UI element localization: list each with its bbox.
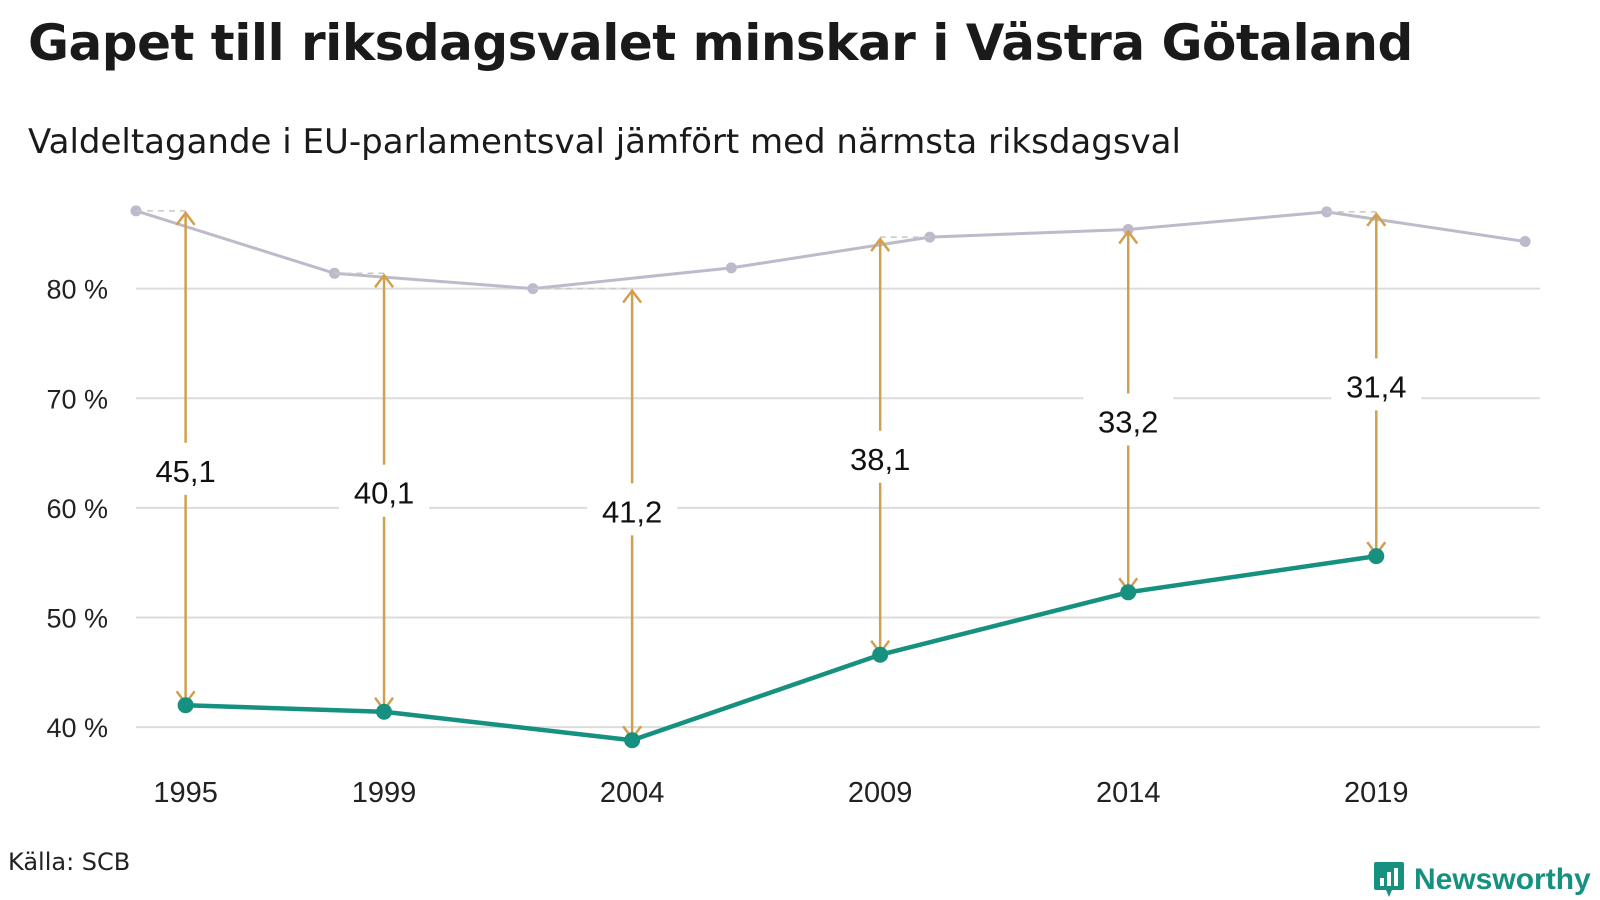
logo-icon xyxy=(1374,862,1404,897)
gap-arrow-head-top-2004 xyxy=(622,288,643,304)
logo-text: Newsworthy xyxy=(1414,863,1591,896)
x-tick-label-1995: 1995 xyxy=(153,777,218,809)
eu-point-1995 xyxy=(177,697,194,714)
riksdag-point-2006 xyxy=(725,262,737,274)
gap-label-2019: 31,4 xyxy=(1346,369,1406,404)
y-tick-label-70: 70 % xyxy=(46,384,108,414)
x-tick-label-2014: 2014 xyxy=(1096,777,1161,809)
eu-point-2004 xyxy=(624,732,641,749)
eu-point-2009 xyxy=(872,646,889,663)
eu-series xyxy=(177,548,1385,749)
x-tick-label-2004: 2004 xyxy=(600,777,665,809)
gap-label-bg-2009 xyxy=(835,430,926,483)
newsworthy-logo: Newsworthy xyxy=(1372,860,1591,900)
gap-labels: 45,1 40,1 41,2 38,1 33,2 31,4 xyxy=(140,358,1422,536)
y-tick-label-80: 80 % xyxy=(46,275,108,305)
grid-layer xyxy=(136,287,1540,729)
gap-label-bg-2014 xyxy=(1083,393,1174,446)
gap-arrows xyxy=(136,210,1387,741)
gap-label-1999: 40,1 xyxy=(354,476,414,511)
gap-label-2009: 38,1 xyxy=(850,442,910,477)
gap-arrow-head-top-2014 xyxy=(1118,229,1139,245)
x-tick-label-2019: 2019 xyxy=(1344,777,1409,809)
eu-point-2019 xyxy=(1368,548,1385,565)
source-note: Källa: SCB xyxy=(8,848,131,876)
gap-label-bg-1999 xyxy=(339,464,430,517)
y-tick-label-60: 60 % xyxy=(46,494,108,524)
chart-subtitle: Valdeltagande i EU-parlamentsval jämfört… xyxy=(28,122,1181,162)
gap-label-1995: 45,1 xyxy=(155,454,215,489)
eu-point-1999 xyxy=(376,703,393,720)
gap-arrow-head-top-1999 xyxy=(374,273,395,289)
x-tick-label-2009: 2009 xyxy=(848,777,913,809)
riksdag-line xyxy=(135,209,1526,291)
riksdag-point-2022 xyxy=(1519,236,1531,248)
eu-point-2014 xyxy=(1120,584,1137,601)
gap-label-2014: 33,2 xyxy=(1098,404,1158,439)
gap-label-2004: 41,2 xyxy=(602,494,662,529)
gap-arrow-head-top-2009 xyxy=(870,237,891,252)
x-axis-ticks: 1995 1999 2004 2009 2014 2019 xyxy=(153,777,1408,809)
gap-arrow-head-top-2019 xyxy=(1366,211,1387,227)
y-axis-ticks: 40 % 50 % 60 % 70 % 80 % xyxy=(46,275,108,743)
gap-label-bg-2004 xyxy=(587,483,678,536)
gap-arrow-head-top-1995 xyxy=(175,210,196,226)
y-tick-label-50: 50 % xyxy=(46,604,108,634)
turnout-chart: 40 % 50 % 60 % 70 % 80 % 45,1 40,1 41,2 38,1 33,… xyxy=(46,205,1540,809)
chart-title: Gapet till riksdagsvalet minskar i Västr… xyxy=(28,14,1413,72)
riksdag-series xyxy=(130,205,1531,295)
eu-line xyxy=(185,553,1377,743)
y-tick-label-40: 40 % xyxy=(46,713,108,743)
x-tick-label-1999: 1999 xyxy=(352,777,417,809)
gap-label-bg-2019 xyxy=(1331,358,1422,411)
gap-label-bg-1995 xyxy=(140,442,231,495)
